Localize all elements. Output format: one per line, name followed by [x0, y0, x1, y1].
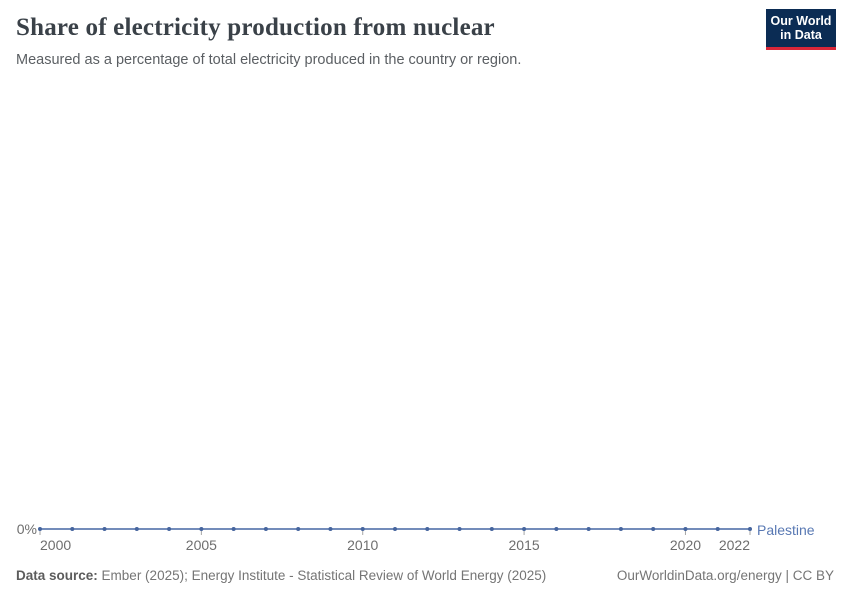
data-point-marker [393, 527, 397, 531]
owid-logo[interactable]: Our World in Data [766, 9, 836, 50]
data-point-marker [618, 527, 623, 531]
data-source-label: Data source: [16, 568, 98, 583]
data-point-marker [554, 527, 559, 531]
data-point-marker [102, 527, 107, 531]
data-point-marker [167, 527, 172, 531]
x-axis-tick-label: 2010 [347, 537, 379, 553]
data-source-note: Data source: Ember (2025); Energy Instit… [16, 568, 546, 583]
data-point-marker [683, 527, 688, 531]
data-point-marker [199, 527, 204, 531]
data-source-text: Ember (2025); Energy Institute - Statist… [101, 568, 547, 583]
data-point-marker [748, 527, 752, 531]
chart-title: Share of electricity production from nuc… [16, 14, 495, 41]
series-entity-label[interactable]: Palestine [757, 522, 815, 538]
data-point-marker [489, 527, 494, 531]
x-axis-tick-label: 2005 [185, 537, 217, 553]
owid-logo-text-line2: in Data [780, 28, 822, 42]
data-point-marker [296, 527, 301, 531]
x-axis-tick-label: 2000 [40, 537, 72, 553]
x-axis-tick-label: 2020 [669, 537, 702, 553]
data-point-marker [715, 527, 720, 531]
owid-logo-text-line1: Our World [770, 14, 832, 28]
chart-footer: Data source: Ember (2025); Energy Instit… [16, 568, 834, 588]
data-point-marker [522, 527, 527, 531]
data-point-marker [328, 527, 333, 531]
data-point-marker [134, 527, 139, 531]
data-point-marker [70, 527, 75, 531]
owid-url-license-link[interactable]: OurWorldinData.org/energy | CC BY [616, 568, 834, 583]
data-point-marker [38, 527, 42, 531]
chart-subtitle: Measured as a percentage of total electr… [16, 52, 522, 68]
data-point-marker [231, 527, 236, 531]
y-axis-zero-label: 0% [16, 521, 37, 537]
data-point-marker [425, 527, 430, 531]
x-axis-tick-label: 2022 [718, 537, 750, 553]
data-point-marker [586, 527, 591, 531]
data-point-marker [263, 527, 268, 531]
data-point-marker [360, 527, 365, 531]
data-point-marker [457, 527, 462, 531]
x-axis-tick-label: 2015 [508, 537, 540, 553]
data-point-marker [651, 527, 656, 531]
